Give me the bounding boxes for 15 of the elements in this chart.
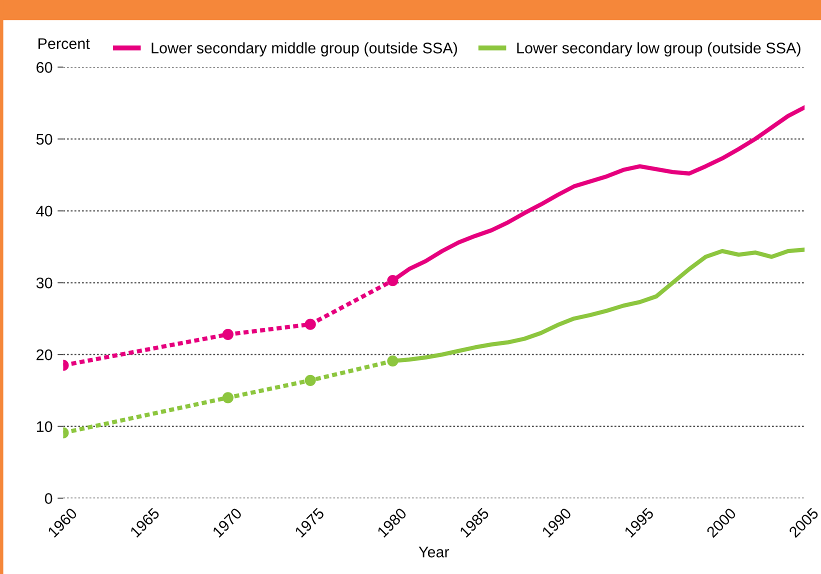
x-axis-title: Year xyxy=(418,546,450,558)
y-tick-label: 0 xyxy=(44,493,52,504)
point xyxy=(222,392,234,404)
y-tick-label: 30 xyxy=(36,278,52,288)
legend-label: Lower secondary low group (outside SSA) xyxy=(517,42,800,56)
point xyxy=(304,318,316,330)
point xyxy=(304,374,316,386)
y-tick-label: 20 xyxy=(36,349,52,360)
point xyxy=(222,328,234,340)
y-tick-label: 60 xyxy=(36,62,52,73)
y-axis-title: Percent xyxy=(38,38,90,50)
y-tick-label: 50 xyxy=(36,134,52,145)
legend-label: Lower secondary middle group (outside SSA) xyxy=(152,42,457,56)
y-tick-label: 40 xyxy=(36,206,52,217)
y-tick-label: 10 xyxy=(36,421,52,432)
